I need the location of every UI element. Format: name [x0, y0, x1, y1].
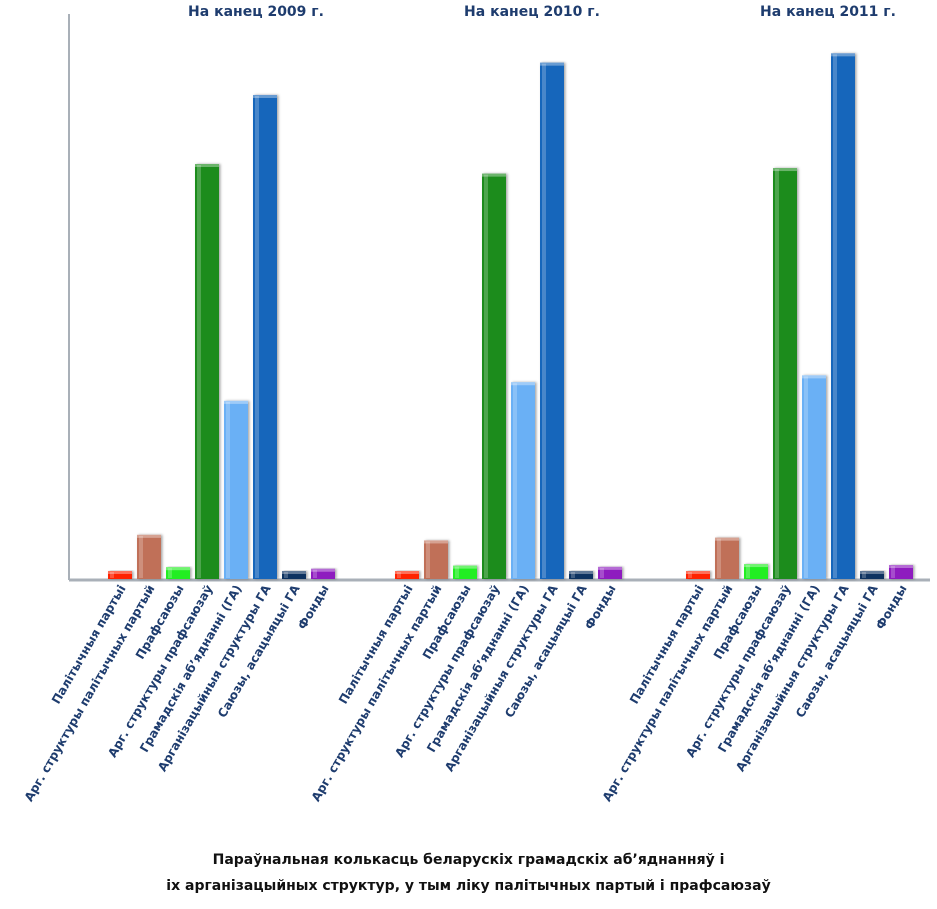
bar-highlight-g0-6 [284, 572, 288, 578]
bar-highlight-g2-5 [833, 54, 837, 578]
bar-cap-g1-3 [482, 173, 506, 177]
bar-g0-7 [311, 568, 335, 579]
bar-cap-g2-7 [889, 565, 913, 569]
bar-highlight-g0-7 [313, 569, 317, 578]
bars-layer [108, 53, 913, 580]
bar-g0-0 [108, 571, 132, 579]
bar-g0-3 [195, 164, 219, 579]
bar-highlight-g1-3 [484, 174, 488, 579]
bar-cap-g1-1 [424, 540, 448, 544]
bar-g1-1 [424, 540, 448, 579]
bar-highlight-g1-1 [426, 541, 430, 578]
bar-cap-g2-5 [831, 53, 855, 57]
bar-cap-g2-2 [744, 564, 768, 568]
bar-g0-6 [282, 571, 306, 579]
bar-cap-g0-6 [282, 571, 306, 574]
bar-g2-3 [773, 168, 797, 579]
bar-g1-0 [395, 571, 419, 579]
bar-highlight-g0-5 [255, 95, 259, 579]
bar-g1-5 [540, 62, 564, 580]
bar-g2-7 [889, 565, 913, 579]
bar-highlight-g2-6 [862, 572, 866, 578]
bar-cap-g0-5 [253, 94, 277, 98]
bar-cap-g0-2 [166, 567, 190, 571]
bar-cap-g1-2 [453, 565, 477, 569]
bar-highlight-g2-7 [891, 566, 895, 578]
bar-highlight-g0-3 [197, 165, 201, 578]
bar-cap-g0-3 [195, 164, 219, 168]
bar-cap-g0-4 [224, 400, 248, 404]
bar-highlight-g2-2 [746, 565, 750, 578]
bar-highlight-g2-0 [688, 572, 692, 578]
bar-highlight-g0-1 [139, 535, 143, 578]
bar-g0-1 [137, 534, 161, 579]
bar-highlight-g2-4 [804, 376, 808, 578]
bar-cap-g1-0 [395, 571, 419, 574]
bar-g1-2 [453, 565, 477, 579]
bar-highlight-g0-2 [168, 568, 172, 578]
bar-g1-7 [598, 566, 622, 579]
bar-cap-g1-5 [540, 62, 564, 66]
bar-g1-4 [511, 382, 535, 579]
bar-g0-5 [253, 94, 277, 580]
bar-g2-5 [831, 53, 855, 579]
group-titles: На канец 2009 г. На канец 2010 г. На канец… [188, 4, 896, 20]
tick-label-g1-1: Арг. структуры палітычных партый [309, 583, 445, 804]
bar-cap-g0-0 [108, 571, 132, 574]
bar-highlight-g1-6 [571, 572, 575, 578]
bar-cap-g0-1 [137, 534, 161, 538]
bar-cap-g1-7 [598, 566, 622, 570]
bar-cap-g0-7 [311, 568, 335, 572]
bar-highlight-g1-4 [513, 383, 517, 578]
bar-cap-g2-0 [686, 571, 710, 574]
bar-cap-g2-6 [860, 571, 884, 574]
bar-cap-g2-4 [802, 375, 826, 379]
bar-highlight-g1-2 [455, 566, 459, 578]
tick-label-g2-1: Арг. структуры палітычных партый [600, 583, 736, 804]
group-title-1: На канец 2010 г. [464, 4, 600, 20]
bar-highlight-g1-7 [600, 567, 604, 578]
group-title-2: На канец 2011 г. [760, 4, 896, 20]
tick-label-g0-1: Арг. структуры палітычных партый [22, 583, 158, 804]
bar-g2-0 [686, 571, 710, 579]
bar-highlight-g2-3 [775, 169, 779, 578]
bar-highlight-g1-5 [542, 63, 546, 579]
bar-g1-6 [569, 571, 593, 579]
bar-g2-6 [860, 571, 884, 579]
bar-highlight-g0-0 [110, 572, 114, 578]
bar-cap-g1-4 [511, 382, 535, 386]
bar-highlight-g1-0 [397, 572, 401, 578]
bar-cap-g2-1 [715, 537, 739, 541]
chart-caption-line2: іх арганізацыйных структур, у тым ліку п… [166, 878, 771, 894]
bar-g2-4 [802, 375, 826, 579]
bar-g0-4 [224, 400, 248, 579]
chart-caption-line1: Параўнальная колькасць беларускіх грамад… [212, 852, 725, 868]
bar-g1-3 [482, 173, 506, 580]
bar-g2-1 [715, 537, 739, 579]
bar-g2-2 [744, 564, 768, 579]
bar-cap-g1-6 [569, 571, 593, 574]
bar-highlight-g2-1 [717, 538, 721, 578]
group-title-0: На канец 2009 г. [188, 4, 324, 20]
bar-cap-g2-3 [773, 168, 797, 172]
bar-highlight-g0-4 [226, 401, 230, 578]
bar-g0-2 [166, 567, 190, 579]
